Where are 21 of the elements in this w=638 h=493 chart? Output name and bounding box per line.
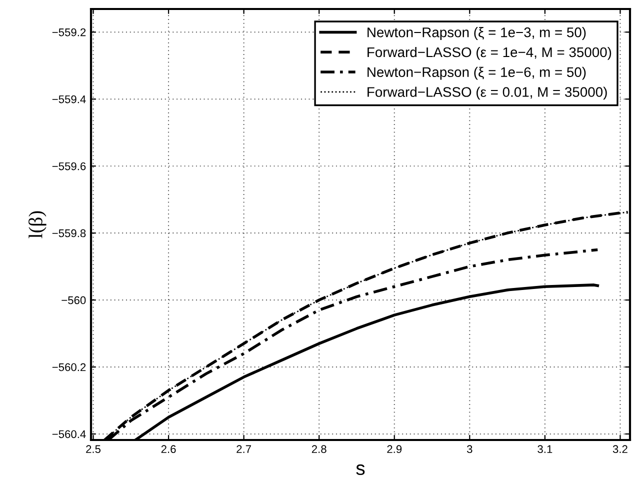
y-tick-label: −559.8 [52, 229, 86, 238]
x-tick-label: 2.8 [312, 445, 326, 454]
y-tick-label: −559.4 [52, 95, 86, 104]
x-tick-label: 3.2 [612, 445, 628, 454]
y-tick-label: −559.6 [52, 162, 86, 170]
x-tick-label: 2.5 [86, 445, 101, 454]
y-tick-label: −560.4 [52, 430, 86, 438]
legend-label: Forward−LASSO (ε = 1e−4, M = 35000) [368, 46, 612, 60]
x-tick-label: 2.6 [161, 445, 176, 454]
x-tick-label: 2.7 [236, 445, 251, 453]
x-axis-title: s [356, 464, 365, 476]
legend-label: Forward−LASSO (ε = 0.01, M = 35000) [368, 86, 607, 100]
legend-label: Newton−Rapson (ξ = 1e−3, m = 50) [368, 27, 586, 40]
legend-label: Newton−Rapson (ξ = 1e−6, m = 50) [368, 66, 586, 80]
y-tick-label: −560 [62, 296, 86, 304]
x-tick-label: 3 [466, 445, 472, 454]
y-axis-title: l(β) [28, 211, 46, 238]
x-tick-label: 3.1 [538, 445, 552, 454]
y-tick-label: −560.2 [52, 363, 86, 372]
x-tick-label: 2.9 [387, 445, 402, 454]
y-tick-label: −559.2 [52, 28, 86, 36]
